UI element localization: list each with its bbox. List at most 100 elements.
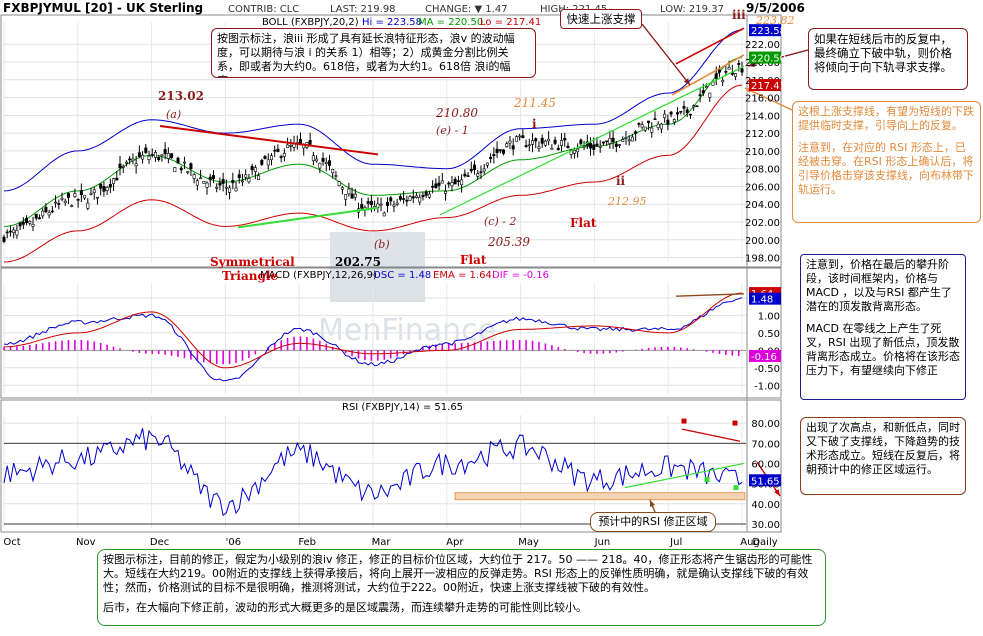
macd-layer: [3, 292, 746, 382]
price-candle-body: [386, 202, 390, 206]
price-candle-body: [479, 171, 483, 174]
price-candle-body: [511, 145, 515, 150]
price-candle-body: [692, 105, 696, 108]
macd-value-tag: [749, 349, 781, 362]
price-candle-body: [115, 177, 119, 181]
price-candle-body: [86, 202, 90, 209]
price-candle-body: [682, 106, 686, 109]
note-support-line-b: 注意到，在对应的 RSI 形态上，已经被击穿。在RSI 形态上确认后，将引导价格…: [798, 141, 974, 196]
price-candle-body: [505, 143, 509, 147]
price-candle-body: [659, 123, 663, 130]
wave-label-211: 211.45: [513, 96, 556, 110]
price-candle-body: [244, 174, 248, 178]
price-candle-body: [560, 140, 564, 146]
price-candle-body: [508, 140, 512, 144]
macd-y-tick-label: 1.00: [758, 311, 780, 322]
rsi-top-trendline: [681, 428, 741, 442]
price-y-tick-label: 202.00: [745, 218, 780, 229]
price-candle-body: [521, 135, 525, 139]
wave-label-c2: (c) - 2: [484, 215, 516, 228]
price-candle-body: [211, 175, 215, 180]
price-candle-body: [653, 118, 657, 121]
price-candle-body: [492, 154, 496, 157]
price-candle-body: [460, 179, 464, 186]
x-tick-label: May: [518, 537, 539, 548]
price-candle-body: [556, 147, 560, 150]
boll-middle-band: [3, 57, 743, 227]
price-candle-body: [141, 154, 145, 160]
rsi-y-tick-label: 60.00: [751, 459, 780, 470]
price-candle-body: [47, 212, 51, 216]
support-note-arrow: [744, 87, 793, 111]
price-candle-body: [714, 73, 718, 79]
note-rsi-breakdown: 出现了次高点，和新低点，同时又下破了支撑线，下降趋势的技术形态成立。短线在反复后…: [800, 417, 966, 495]
price-candle-body: [514, 136, 518, 142]
price-value-tag-text: 220.50: [751, 54, 786, 65]
macd-divergence-line: [675, 293, 745, 297]
price-candle-body: [327, 160, 331, 166]
price-candle-body: [199, 177, 203, 180]
price-candle-body: [321, 157, 325, 162]
price-candle-body: [495, 148, 499, 154]
note-support-line: 这根上涨支撑线，有望为短线的下跌提供临时支撑，引导向上的反复。 注意到，在对应的…: [792, 101, 981, 223]
price-candle-body: [308, 140, 312, 145]
price-candle-body: [737, 62, 741, 65]
price-candle-body: [666, 119, 670, 125]
price-candle-body: [402, 198, 406, 200]
price-candle-body: [5, 231, 9, 234]
price-candle-body: [15, 229, 19, 236]
note-divergence-b: MACD 在零线之上产生了死叉，RSI 出现了新低点，顶发散背离形态成立。价格将…: [806, 322, 960, 377]
price-layer: [2, 29, 744, 263]
rsi-correction-zone: [454, 492, 746, 501]
price-candle-body: [553, 139, 557, 144]
price-y-tick-label: 216.00: [745, 94, 780, 105]
price-candle-body: [592, 144, 596, 150]
price-candle-body: [273, 149, 277, 152]
price-candle-body: [621, 139, 625, 142]
price-candle-body: [70, 205, 74, 207]
price-candle-body: [444, 191, 448, 194]
note-summary: 按图示标注，目前的修正，假定为小级别的浪iv 修正，修正的目标价位区域，大约位于…: [97, 549, 826, 626]
wave-labels: 213.02 (a) Symmetrical Triangle 202.75 (…: [158, 8, 795, 283]
price-candle-body: [676, 112, 680, 115]
price-candle-body: [276, 148, 280, 152]
price-candle-body: [224, 186, 228, 189]
price-candle-body: [608, 138, 612, 144]
price-candle-body: [485, 162, 489, 166]
price-candle-body: [73, 193, 77, 198]
price-candle-body: [502, 149, 506, 154]
rsi-high-marker: [681, 418, 687, 424]
price-candle-body: [37, 217, 41, 220]
x-tick-label: Mar: [372, 537, 392, 548]
price-candle-body: [66, 193, 70, 198]
price-candle-body: [95, 196, 99, 199]
price-candle-body: [418, 197, 422, 203]
price-candle-body: [614, 143, 618, 147]
price-candle-body: [688, 113, 692, 116]
wave-label-210: 210.80: [435, 106, 478, 120]
price-candle-body: [189, 163, 193, 169]
price-candle-body: [250, 166, 254, 171]
price-candle-body: [647, 120, 651, 123]
rsi-panel: [0, 399, 782, 533]
price-candle-body: [637, 123, 641, 125]
price-candle-body: [112, 178, 116, 184]
price-candle-body: [92, 189, 96, 193]
price-candle-body: [228, 187, 232, 193]
price-candle-body: [44, 206, 48, 213]
price-candle-body: [186, 171, 190, 173]
price-value-tag: [749, 24, 781, 37]
wave-label-flat1: Flat: [570, 216, 597, 230]
price-candle-body: [721, 80, 725, 83]
price-candle-body: [582, 145, 586, 147]
price-candle-body: [298, 139, 302, 144]
contrib-label: CONTRIB: CLC: [228, 4, 299, 15]
note-divergence: 注意到，价格在最后的攀升阶段，该时间框架内，价格与 MACD ，以及与RSI 都…: [800, 254, 966, 400]
price-candle-body: [540, 137, 544, 144]
price-candle-body: [431, 185, 435, 188]
note-divergence-a: 注意到，价格在最后的攀升阶段，该时间框架内，价格与 MACD ，以及与RSI 都…: [806, 258, 952, 313]
price-value-tag-text: 217.41: [751, 81, 786, 92]
price-candle-body: [698, 94, 702, 97]
price-candle-body: [415, 195, 419, 198]
price-candle-body: [195, 180, 199, 186]
